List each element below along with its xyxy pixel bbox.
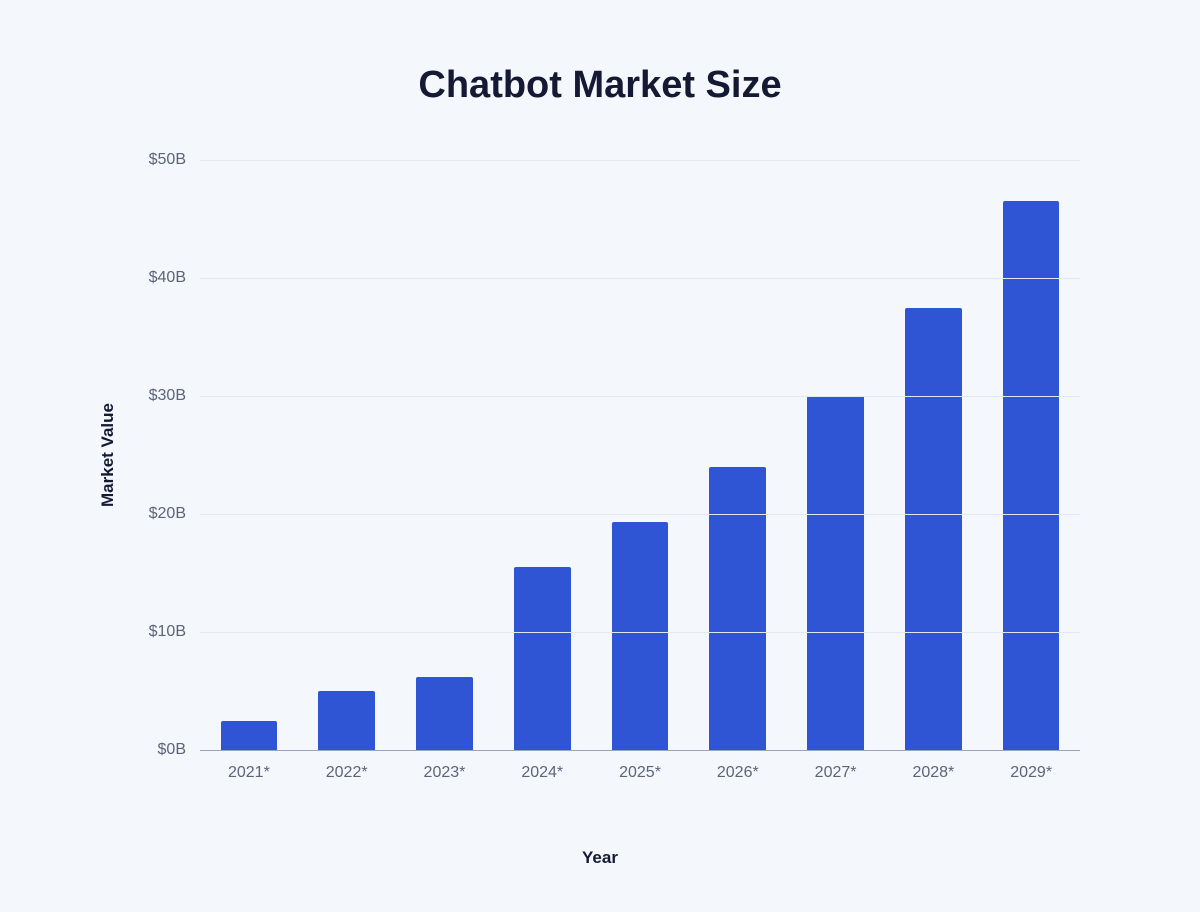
x-tick-label: 2027*: [815, 750, 857, 782]
y-tick-label: $40B: [149, 269, 200, 287]
y-tick-label: $10B: [149, 623, 200, 641]
bar: [709, 467, 766, 750]
x-tick-label: 2026*: [717, 750, 759, 782]
x-tick-label: 2024*: [521, 750, 563, 782]
bar: [416, 677, 473, 750]
x-tick-label: 2021*: [228, 750, 270, 782]
bar: [807, 396, 864, 750]
y-tick-label: $30B: [149, 387, 200, 405]
bar-group: 2021*2022*2023*2024*2025*2026*2027*2028*…: [200, 160, 1080, 750]
y-tick-label: $50B: [149, 151, 200, 169]
gridline: [200, 396, 1080, 397]
bar: [514, 567, 571, 750]
bar-column: 2028*: [884, 160, 982, 750]
bar-column: 2024*: [493, 160, 591, 750]
x-axis-line: [200, 750, 1080, 751]
gridline: [200, 278, 1080, 279]
bar-column: 2027*: [787, 160, 885, 750]
bar-column: 2029*: [982, 160, 1080, 750]
x-tick-label: 2025*: [619, 750, 661, 782]
x-axis-label: Year: [0, 848, 1200, 868]
chart-title: Chatbot Market Size: [0, 64, 1200, 107]
bar-column: 2021*: [200, 160, 298, 750]
gridline: [200, 632, 1080, 633]
x-tick-label: 2022*: [326, 750, 368, 782]
bar-column: 2025*: [591, 160, 689, 750]
chart-canvas: Chatbot Market Size Market Value 2021*20…: [0, 0, 1200, 912]
bar: [318, 691, 375, 750]
bar: [221, 721, 278, 751]
plot-area: 2021*2022*2023*2024*2025*2026*2027*2028*…: [200, 160, 1080, 750]
gridline: [200, 514, 1080, 515]
bar: [612, 522, 669, 750]
x-tick-label: 2029*: [1010, 750, 1052, 782]
bar-column: 2026*: [689, 160, 787, 750]
x-tick-label: 2028*: [912, 750, 954, 782]
y-axis-label: Market Value: [98, 403, 118, 507]
y-tick-label: $0B: [158, 741, 200, 759]
x-tick-label: 2023*: [424, 750, 466, 782]
bar: [905, 308, 962, 751]
y-tick-label: $20B: [149, 505, 200, 523]
gridline: [200, 160, 1080, 161]
bar-column: 2023*: [396, 160, 494, 750]
bar: [1003, 201, 1060, 750]
bar-column: 2022*: [298, 160, 396, 750]
